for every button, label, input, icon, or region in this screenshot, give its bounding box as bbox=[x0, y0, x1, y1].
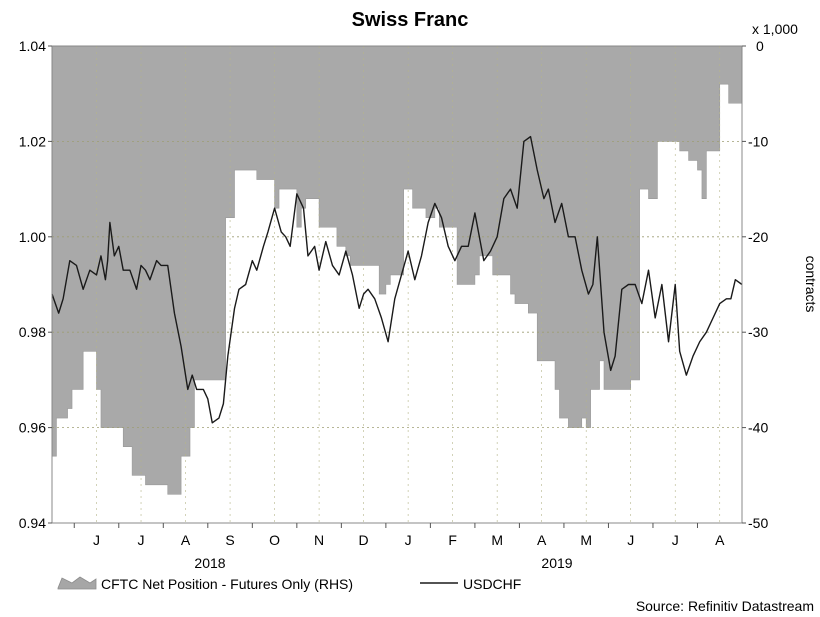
chart-title: Swiss Franc bbox=[352, 9, 469, 31]
right-axis-tick-label: 0 bbox=[756, 38, 764, 54]
right-axis: -10 -20 -30 -40 -50 0 bbox=[742, 38, 768, 531]
left-axis-tick-label: 0.96 bbox=[19, 420, 46, 436]
left-axis-tick-label: 0.94 bbox=[19, 515, 46, 531]
x-axis-month-label: M bbox=[491, 532, 503, 548]
x-axis-month-label: J bbox=[93, 532, 100, 548]
x-axis-month-label: M bbox=[580, 532, 592, 548]
right-axis-tick-label: -50 bbox=[748, 515, 768, 531]
left-axis-tick-label: 0.98 bbox=[19, 324, 46, 340]
left-axis-tick-label: 1.02 bbox=[19, 133, 46, 149]
right-axis-tick-label: -10 bbox=[748, 133, 768, 149]
year-label-2019: 2019 bbox=[541, 555, 572, 571]
x-axis-month-label: D bbox=[359, 532, 369, 548]
legend-area-label: CFTC Net Position - Futures Only (RHS) bbox=[101, 576, 353, 592]
x-axis-month-label: J bbox=[627, 532, 634, 548]
year-label-2018: 2018 bbox=[194, 555, 225, 571]
x-axis-month-label: A bbox=[537, 532, 547, 548]
right-axis-tick-label: -40 bbox=[748, 420, 768, 436]
x-axis-month-label: F bbox=[448, 532, 457, 548]
right-axis-unit-label: x 1,000 bbox=[752, 21, 798, 37]
right-axis-title: contracts bbox=[803, 256, 819, 313]
x-axis-month-label: A bbox=[715, 532, 725, 548]
x-axis-month-label: J bbox=[672, 532, 679, 548]
x-axis-month-label: O bbox=[269, 532, 280, 548]
plot-frame bbox=[51, 45, 743, 524]
grid-layer bbox=[52, 46, 742, 523]
legend: CFTC Net Position - Futures Only (RHS) U… bbox=[57, 576, 521, 592]
x-axis-month-label: S bbox=[225, 532, 234, 548]
legend-line-label: USDCHF bbox=[463, 576, 521, 592]
x-axis-month-label: N bbox=[314, 532, 324, 548]
x-axis-month-label: J bbox=[405, 532, 412, 548]
left-axis-tick-label: 1.00 bbox=[19, 229, 46, 245]
left-axis-tick-label: 1.04 bbox=[19, 38, 46, 54]
right-axis-tick-label: -20 bbox=[748, 229, 768, 245]
usdchf-line bbox=[51, 135, 743, 424]
source-note: Source: Refinitiv Datastream bbox=[636, 598, 814, 614]
x-axis-month-label: J bbox=[138, 532, 145, 548]
x-axis-month-label: A bbox=[181, 532, 191, 548]
left-axis: 1.04 1.02 1.00 0.98 0.96 0.94 bbox=[19, 38, 52, 531]
usdchf-line-layer bbox=[51, 135, 743, 424]
right-axis-tick-label: -30 bbox=[748, 324, 768, 340]
legend-area-swatch bbox=[57, 576, 97, 590]
